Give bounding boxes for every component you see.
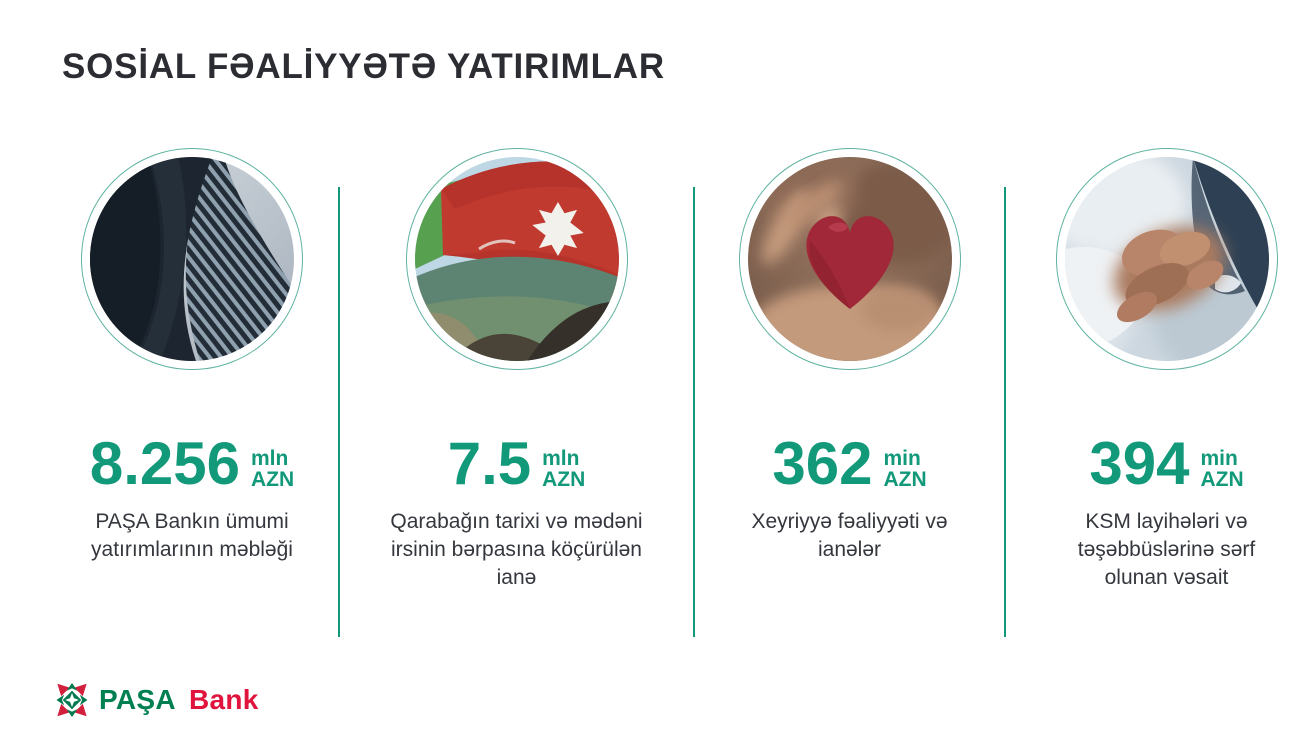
stat-value: 8.256: [89, 430, 240, 497]
modern-building-photo: [90, 157, 294, 361]
stat-unit: min AZN: [883, 448, 926, 490]
stat-unit-currency: AZN: [542, 468, 586, 491]
stat-unit-currency: AZN: [1200, 468, 1244, 491]
stat-value: 394: [1089, 430, 1190, 497]
stat-value: 362: [772, 430, 873, 497]
stat-unit-magnitude: mln: [250, 447, 289, 470]
stat-unit-currency: AZN: [883, 468, 927, 491]
stat-value-row: 8.256 mln AZN: [89, 430, 294, 497]
stat-unit-magnitude: mln: [542, 447, 580, 470]
photo-ring: [405, 148, 628, 370]
stat-description: Xeyriyyə fəaliyyəti və ianələr: [751, 510, 948, 561]
pasha-bank-emblem-icon: [56, 683, 88, 717]
stat-description: KSM layihələri və təşəbbüslərinə sərf ol…: [1077, 510, 1256, 589]
vertical-divider: [338, 187, 340, 637]
azerbaijan-flag-mountains-photo: [414, 157, 619, 361]
stat-unit-magnitude: min: [1200, 447, 1238, 470]
vertical-divider: [693, 187, 695, 637]
pasha-bank-logo: PAŞA Bank: [55, 681, 259, 719]
photo-ring: [1055, 148, 1278, 370]
stat-description: Qarabağın tarixi və mədəni irsinin bərpa…: [390, 510, 643, 589]
photo-ring: [81, 148, 303, 370]
stat-unit-magnitude: min: [883, 447, 921, 470]
vertical-divider: [1004, 187, 1006, 637]
stat-column-total-investments: 8.256 mln AZN PAŞA Bankın ümumi yatırıml…: [45, 148, 339, 637]
stat-unit: mln AZN: [542, 448, 585, 490]
stat-column-karabakh-donation: 7.5 mln AZN Qarabağın tarixi və mədəni i…: [339, 148, 694, 637]
brand-name-bank: Bank: [188, 684, 259, 715]
stat-column-csr-projects: 394 min AZN KSM layihələri və təşəbbüslə…: [1018, 148, 1302, 637]
stat-value-row: 7.5 mln AZN: [447, 430, 586, 497]
photo-ring: [738, 148, 961, 370]
brand-name-pasha: PAŞA: [99, 684, 175, 715]
stat-column-charity: 362 min AZN Xeyriyyə fəaliyyəti və ianəl…: [694, 148, 1005, 637]
stat-description: PAŞA Bankın ümumi yatırımlarının məbləği: [91, 510, 293, 561]
heart-in-hands-photo: [747, 157, 952, 361]
pasha-bank-wordmark: PAŞA Bank: [99, 684, 259, 716]
handshake-photo: [1064, 157, 1269, 361]
page-title: SOSİAL FƏALİYYƏTƏ YATIRIMLAR: [62, 47, 665, 86]
stats-row: 8.256 mln AZN PAŞA Bankın ümumi yatırıml…: [45, 148, 1302, 637]
stat-value: 7.5: [447, 430, 532, 497]
stat-value-row: 362 min AZN: [772, 430, 926, 497]
stat-unit: min AZN: [1200, 448, 1243, 490]
stat-unit-currency: AZN: [250, 468, 295, 491]
stat-value-row: 394 min AZN: [1089, 430, 1243, 497]
stat-unit: mln AZN: [251, 448, 294, 490]
